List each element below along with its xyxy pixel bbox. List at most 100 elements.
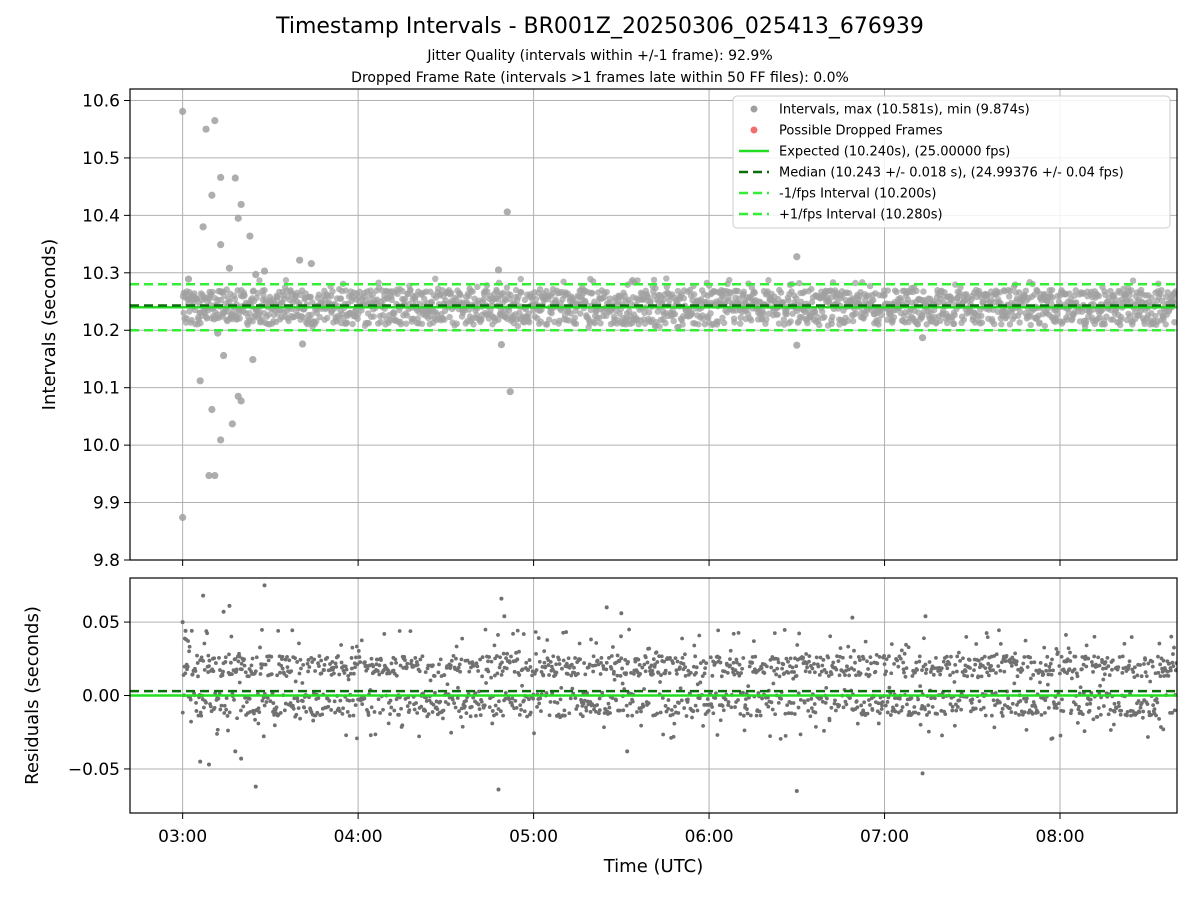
interval-point — [960, 316, 968, 323]
residual-point — [637, 662, 642, 667]
residual-point — [840, 655, 845, 660]
residual-point — [233, 657, 238, 661]
residual-point — [599, 656, 604, 660]
residual-point — [1089, 660, 1094, 664]
residual-point — [1081, 662, 1086, 667]
residual-point — [369, 705, 374, 710]
residual-point — [941, 659, 946, 664]
residual-point — [1165, 669, 1170, 674]
residual-point — [837, 703, 842, 708]
interval-point — [898, 296, 905, 304]
residual-point — [1030, 711, 1035, 716]
residual-point — [315, 710, 320, 715]
residual-point — [222, 703, 227, 708]
residual-point — [394, 697, 399, 702]
interval-point — [397, 321, 405, 328]
residual-point — [774, 672, 779, 677]
residual-point — [702, 671, 707, 676]
interval-point — [432, 275, 439, 283]
residual-point — [978, 665, 982, 670]
residual-point — [909, 696, 914, 701]
interval-point — [923, 321, 930, 328]
residual-point — [278, 670, 282, 675]
residual-point — [659, 673, 663, 678]
residual-point — [1161, 658, 1166, 663]
residual-point — [432, 674, 437, 678]
residual-point — [1002, 703, 1007, 708]
residual-point — [342, 671, 347, 675]
interval-point — [1047, 300, 1055, 307]
residual-point — [758, 713, 763, 718]
interval-point — [1006, 293, 1013, 300]
residual-point — [299, 666, 303, 671]
residual-point — [920, 668, 924, 673]
residual-point — [902, 651, 907, 656]
residual-point — [676, 701, 681, 705]
residual-point — [786, 670, 791, 675]
residual-point — [1116, 700, 1121, 705]
residual-point — [294, 712, 299, 717]
residual-point — [985, 670, 990, 675]
residual-point — [889, 671, 894, 676]
residual-point — [425, 666, 430, 671]
residual-point — [772, 668, 776, 673]
residual-point — [554, 662, 559, 667]
residual-point — [698, 661, 703, 666]
residual-point — [1065, 671, 1070, 676]
residual-point — [1102, 672, 1107, 677]
residual-outlier-point — [502, 614, 507, 619]
residual-point — [832, 701, 837, 706]
residual-point — [698, 680, 703, 685]
residual-point — [880, 700, 885, 704]
residual-point — [464, 711, 469, 716]
residual-point — [187, 644, 192, 649]
residual-point — [602, 725, 606, 730]
residual-point — [494, 712, 499, 716]
residual-point — [344, 667, 349, 672]
interval-point — [827, 294, 834, 301]
residual-point — [271, 701, 276, 705]
residual-point — [464, 698, 468, 703]
residual-point — [764, 664, 769, 669]
residual-point — [230, 672, 234, 677]
residual-outlier-point — [183, 628, 188, 633]
interval-point — [577, 310, 584, 317]
residual-point — [185, 664, 190, 669]
residual-point — [933, 696, 937, 701]
residual-point — [667, 671, 672, 676]
interval-outlier-point — [196, 377, 204, 385]
residual-point — [609, 654, 614, 658]
residual-point — [575, 704, 580, 708]
residual-point — [621, 708, 626, 713]
residual-point — [405, 661, 410, 666]
interval-point — [943, 319, 951, 327]
interval-point — [193, 295, 201, 302]
residual-point — [539, 709, 543, 714]
residual-point — [663, 668, 668, 673]
residual-point — [1059, 654, 1064, 659]
residual-point — [1054, 646, 1059, 651]
residual-point — [735, 671, 740, 675]
residual-point — [719, 674, 724, 679]
residual-point — [769, 665, 774, 670]
interval-outlier-point — [208, 405, 216, 414]
residual-point — [1146, 661, 1151, 666]
residual-point — [824, 685, 829, 690]
residual-point — [989, 713, 994, 718]
interval-point — [734, 287, 742, 295]
residual-point — [1033, 705, 1038, 709]
interval-point — [495, 316, 502, 323]
residual-point — [1136, 699, 1141, 703]
residual-point — [343, 664, 348, 669]
residual-point — [224, 707, 229, 712]
interval-point — [765, 277, 772, 284]
residual-point — [779, 696, 784, 701]
interval-point — [990, 320, 998, 328]
residual-point — [790, 665, 795, 670]
interval-point — [1107, 287, 1114, 295]
interval-point — [1055, 298, 1063, 305]
residual-point — [1145, 702, 1150, 707]
residual-point — [1132, 665, 1137, 670]
residual-point — [828, 634, 833, 639]
residual-point — [923, 662, 928, 667]
